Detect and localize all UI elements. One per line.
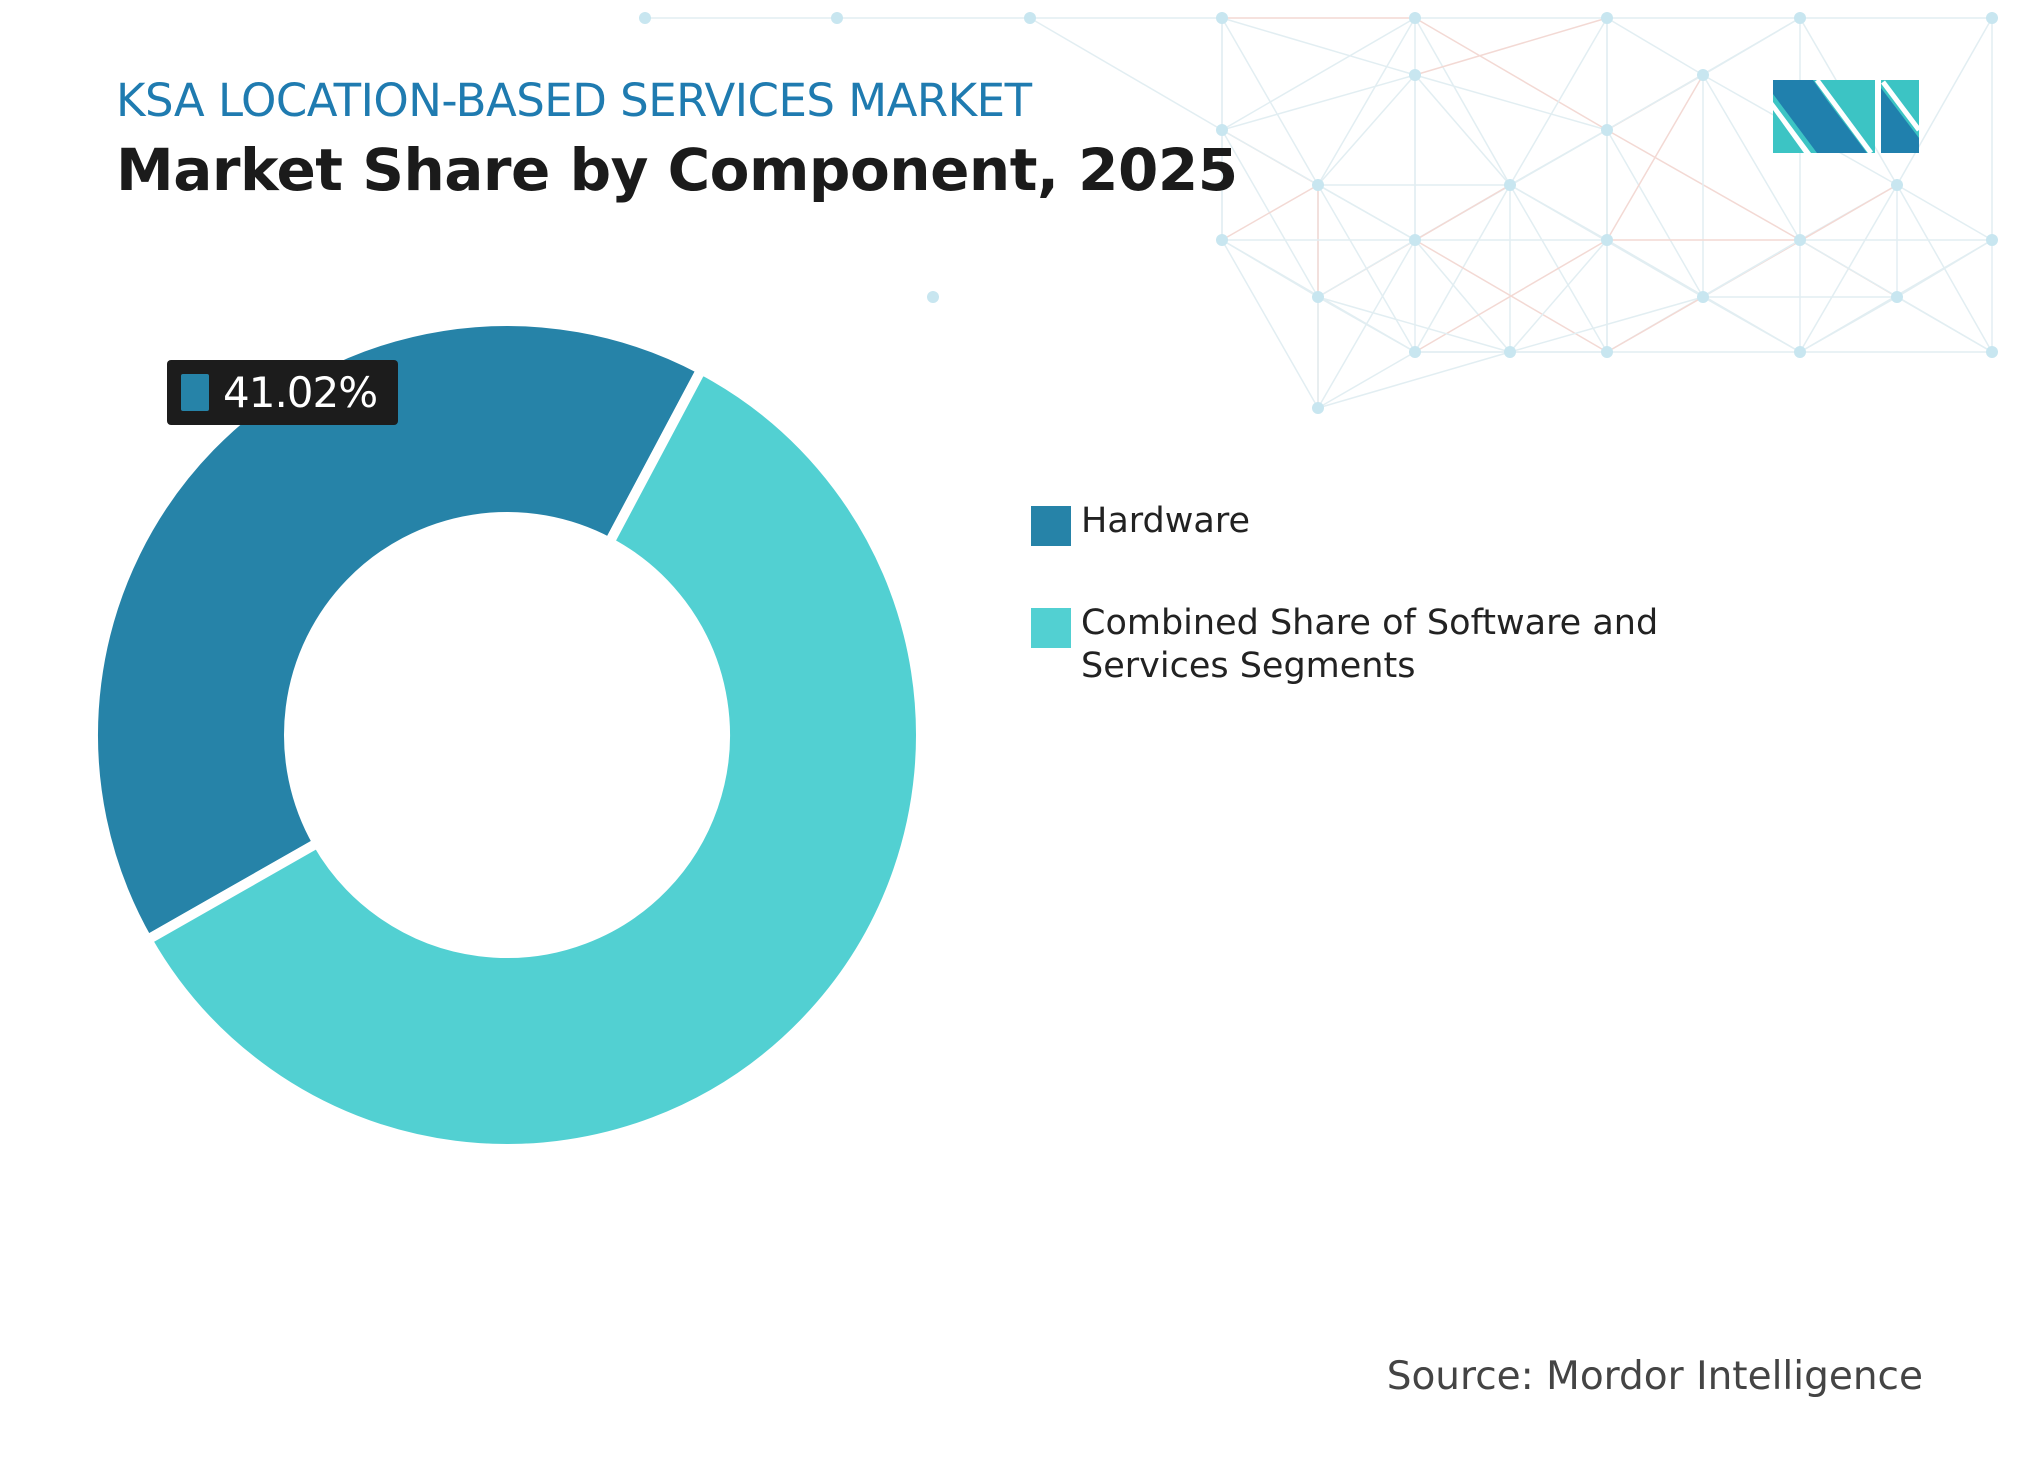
chart-subtitle: KSA LOCATION-BASED SERVICES MARKET bbox=[116, 74, 1032, 127]
legend-swatch-software-services bbox=[1031, 608, 1071, 648]
network-node bbox=[1601, 12, 1613, 24]
network-node bbox=[1409, 12, 1421, 24]
network-node bbox=[1891, 179, 1903, 191]
network-node bbox=[1409, 346, 1421, 358]
network-node bbox=[639, 12, 651, 24]
chart-title: Market Share by Component, 2025 bbox=[116, 136, 1238, 204]
network-node bbox=[1794, 234, 1806, 246]
network-node bbox=[1986, 346, 1998, 358]
donut-slice-hardware bbox=[88, 316, 709, 947]
network-node bbox=[1216, 124, 1228, 136]
hardware-data-label: 41.02% bbox=[167, 360, 398, 425]
network-node bbox=[1697, 69, 1709, 81]
network-node bbox=[1794, 12, 1806, 24]
legend-swatch-hardware bbox=[1031, 506, 1071, 546]
network-node bbox=[927, 291, 939, 303]
network-node bbox=[1216, 12, 1228, 24]
donut-chart bbox=[88, 316, 926, 1154]
network-node bbox=[1024, 12, 1036, 24]
network-node bbox=[1409, 69, 1421, 81]
network-node bbox=[1409, 234, 1421, 246]
hardware-label-value: 41.02% bbox=[223, 368, 378, 417]
network-node bbox=[1504, 346, 1516, 358]
network-node bbox=[1697, 291, 1709, 303]
network-node bbox=[1312, 402, 1324, 414]
network-node bbox=[1601, 346, 1613, 358]
network-node bbox=[1601, 234, 1613, 246]
network-node bbox=[1504, 179, 1516, 191]
network-node bbox=[1794, 346, 1806, 358]
network-node bbox=[831, 12, 843, 24]
network-node bbox=[1312, 179, 1324, 191]
legend-item-software-services: Combined Share of Software and Services … bbox=[1031, 602, 1721, 688]
donut-slice-software-services bbox=[140, 362, 926, 1154]
network-node bbox=[1986, 12, 1998, 24]
hardware-label-swatch bbox=[181, 374, 209, 411]
network-node bbox=[1601, 124, 1613, 136]
mordor-logo-icon bbox=[1773, 80, 1921, 155]
legend-label: Combined Share of Software and Services … bbox=[1081, 603, 1659, 686]
source-note: Source: Mordor Intelligence bbox=[1386, 1354, 1923, 1399]
network-node bbox=[1216, 234, 1228, 246]
legend: Hardware Combined Share of Software and … bbox=[1031, 500, 1721, 744]
network-node bbox=[1986, 234, 1998, 246]
network-node bbox=[1891, 291, 1903, 303]
legend-label: Hardware bbox=[1081, 501, 1250, 541]
network-node bbox=[1312, 291, 1324, 303]
legend-item-hardware: Hardware bbox=[1031, 500, 1721, 546]
